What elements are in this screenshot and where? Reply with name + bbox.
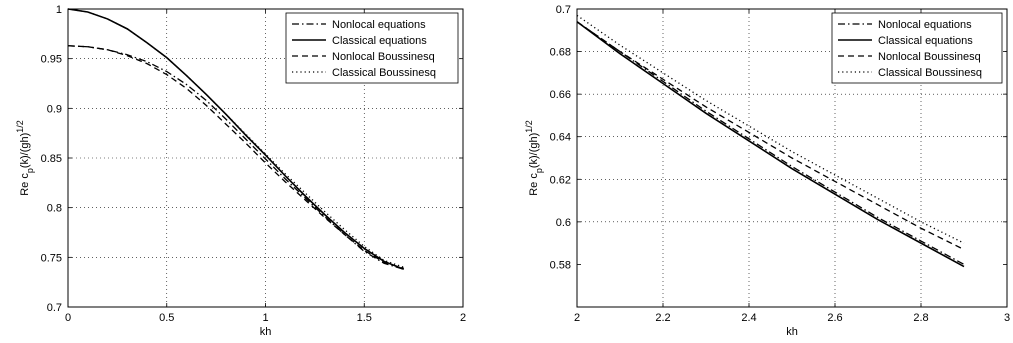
series-line-1: [576, 21, 965, 266]
legend: Nonlocal equations Classical equations Non…: [831, 12, 1003, 84]
y-label-rest: (k)/(gh): [19, 133, 31, 168]
legend-label-4: Classical Boussinesq: [332, 67, 436, 79]
y-tick-label: 0.9: [47, 103, 62, 115]
legend-label-3: Nonlocal Boussinesq: [878, 51, 981, 63]
series-line-4: [67, 8, 404, 268]
y-tick-label: 0.95: [41, 54, 62, 66]
y-axis-label: Re cp(k)/(gh)1/2: [15, 120, 35, 196]
legend-label-4: Classical Boussinesq: [878, 67, 982, 79]
chart-2: 2 2.2 2.4 2.6 2.8 3 0.58 0.6 0.62 0.64 0.66 0.68 0.7…: [524, 4, 1010, 338]
chart-1: 0 0.5 1 1.5 2 0.7 0.75 0.8 0.85 0.9 0.95 1 kh Re cp(k…: [15, 4, 466, 338]
legend: Nonlocal equations Classical equations Non…: [285, 12, 459, 84]
x-tick-label: 1.5: [357, 312, 372, 324]
y-tick-label: 0.68: [550, 47, 571, 59]
y-tick-label: 0.75: [41, 252, 62, 264]
series-group: [576, 14, 965, 268]
y-tick-label: 0.58: [550, 259, 571, 271]
y-label-sub: p: [534, 168, 544, 173]
x-axis-label: kh: [260, 326, 272, 338]
ticks: 2 2.2 2.4 2.6 2.8 3 0.58 0.6 0.62 0.64 0.66 0.68 0.7: [550, 4, 1010, 324]
y-tick-label: 0.85: [41, 153, 62, 165]
x-tick-label: 2: [460, 312, 466, 324]
series-line-1: [67, 45, 404, 270]
series-line-2: [576, 21, 965, 268]
x-tick-label: 1: [262, 312, 268, 324]
x-tick-label: 0: [65, 312, 71, 324]
y-tick-label: 0.62: [550, 174, 571, 186]
y-tick-label: 0.66: [550, 89, 571, 101]
y-tick-label: 0.7: [47, 302, 62, 314]
x-tick-label: 3: [1004, 312, 1010, 324]
y-tick-label: 0.64: [550, 132, 571, 144]
x-axis-label: kh: [786, 326, 798, 338]
series-group: [67, 8, 405, 270]
y-label-sub: p: [25, 168, 35, 173]
y-label-rest: (k)/(gh): [528, 133, 540, 168]
legend-box: [285, 12, 459, 84]
x-tick-label: 2.4: [741, 312, 756, 324]
y-tick-label: 0.8: [47, 203, 62, 215]
y-label-main: Re c: [19, 173, 31, 196]
legend-label-3: Nonlocal Boussinesq: [332, 51, 435, 63]
y-tick-label: 1: [56, 4, 62, 16]
x-tick-label: 0.5: [159, 312, 174, 324]
x-tick-label: 2.2: [655, 312, 670, 324]
x-tick-label: 2.6: [827, 312, 842, 324]
legend-label-1: Nonlocal equations: [332, 19, 426, 31]
ticks: 0 0.5 1 1.5 2 0.7 0.75 0.8 0.85 0.9 0.95 1: [41, 4, 466, 324]
grid: [577, 9, 1007, 307]
y-tick-label: 0.7: [556, 4, 571, 16]
x-tick-label: 2.8: [913, 312, 928, 324]
y-label-sup: 1/2: [15, 120, 25, 133]
y-label-main: Re c: [528, 173, 540, 196]
legend-label-1: Nonlocal equations: [878, 19, 972, 31]
x-tick-label: 2: [574, 312, 580, 324]
legend-label-2: Classical equations: [878, 35, 973, 47]
grid: [68, 9, 463, 307]
series-line-3: [67, 45, 404, 269]
axes-box: [576, 8, 1008, 308]
legend-box: [831, 12, 1003, 84]
y-tick-label: 0.6: [556, 217, 571, 229]
legend-label-2: Classical equations: [332, 35, 427, 47]
y-label-sup: 1/2: [524, 120, 534, 133]
y-axis-label: Re cp(k)/(gh)1/2: [524, 120, 544, 196]
